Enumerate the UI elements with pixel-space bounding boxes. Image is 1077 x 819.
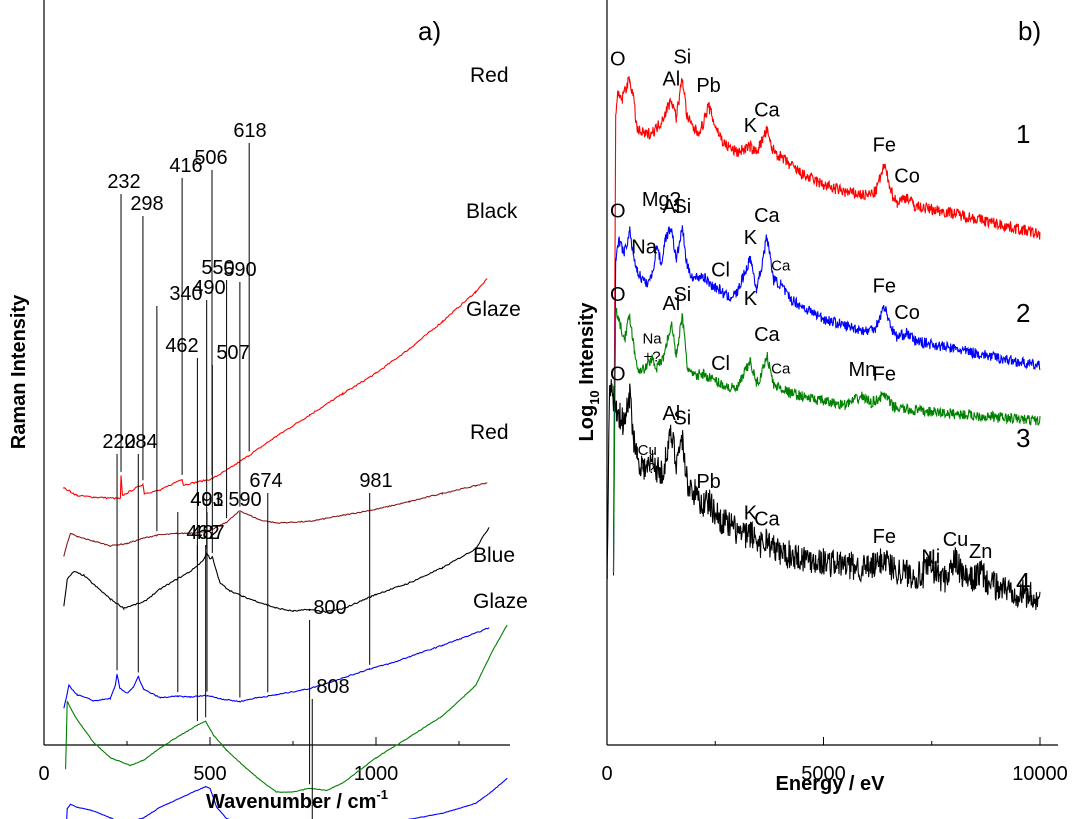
series-line xyxy=(63,482,488,557)
peak-label: K xyxy=(744,227,758,249)
x-tick-label: 500 xyxy=(193,763,226,785)
peak-label: 674 xyxy=(249,470,282,492)
x-tick-label: 0 xyxy=(601,763,612,785)
trace-label: 4 xyxy=(1016,567,1030,597)
peak-label: Na +? xyxy=(642,330,662,365)
series-line xyxy=(612,76,1041,571)
peak-label: 462 xyxy=(165,335,198,357)
peak-label: Ca xyxy=(754,99,780,121)
panel-b-x-axis-label: Energy / eV xyxy=(776,773,886,795)
trace-label: Red xyxy=(470,421,509,444)
peak-label: 490 xyxy=(192,277,225,299)
peak-label: Si xyxy=(673,196,691,218)
peak-label: Ca xyxy=(771,360,791,377)
panel-a-label: a) xyxy=(418,16,441,46)
panel-b-label: b) xyxy=(1018,16,1041,46)
peak-label: Fe xyxy=(873,526,896,548)
peak-label: Fe xyxy=(873,275,896,297)
trace-label: Glaze xyxy=(473,590,528,613)
peak-label: K xyxy=(744,115,758,137)
series-line xyxy=(63,527,490,614)
peak-label: Pb xyxy=(696,75,720,97)
peak-label: Ca xyxy=(754,205,780,227)
peak-label: 340 xyxy=(169,283,202,305)
x-tick-label: 5000 xyxy=(801,763,846,785)
peak-label: Ca xyxy=(754,324,780,346)
peak-label: 220 xyxy=(102,431,135,453)
panel-a-y-axis-label: Raman Intensity xyxy=(8,294,30,449)
peak-label: Al xyxy=(662,403,680,425)
peak-label: Co xyxy=(894,302,920,324)
panel-b-y-axis-label: Log10 Intensity xyxy=(576,302,602,442)
x-tick-label: 1000 xyxy=(354,763,399,785)
trace-label: Red xyxy=(470,64,509,87)
peak-label: 550 xyxy=(201,257,234,279)
peak-label: 507 xyxy=(216,342,249,364)
peak-label: K xyxy=(744,502,758,524)
x-tick-label: 0 xyxy=(38,763,49,785)
peak-label: Mn xyxy=(849,359,877,381)
peak-label: O xyxy=(610,201,626,223)
peak-label: Fe xyxy=(873,135,896,157)
peak-label: O xyxy=(610,48,626,70)
trace-label: Black xyxy=(466,200,518,223)
peak-label: O xyxy=(610,363,626,385)
peak-label: Si xyxy=(673,47,691,69)
peak-label: Ca xyxy=(754,509,780,531)
peak-label: 232 xyxy=(107,171,140,193)
peak-label: Al xyxy=(662,196,680,218)
series-line xyxy=(63,627,490,709)
panel-a: 0 500 1000 2322984165066183405505904624905… xyxy=(8,0,528,819)
peak-label: 462 xyxy=(186,522,219,544)
panel-a-x-axis-label: Wavenumber / cm-1 xyxy=(206,787,388,813)
peak-label: Cu +? xyxy=(638,442,657,477)
peak-label: Fe xyxy=(873,363,896,385)
peak-label: Cu xyxy=(943,529,969,551)
peak-label: Mg? xyxy=(642,189,681,211)
peak-label: 491 xyxy=(190,489,223,511)
trace-label: 2 xyxy=(1016,298,1030,328)
trace-label: Blue xyxy=(473,544,515,567)
series-line xyxy=(612,225,1041,576)
peak-label: Cl xyxy=(711,353,730,375)
peak-label: 590 xyxy=(228,489,261,511)
series-line xyxy=(65,624,508,793)
peak-label: 618 xyxy=(233,120,266,142)
peak-label: Ca xyxy=(771,257,791,274)
peak-label: Al xyxy=(662,69,680,91)
peak-label: 298 xyxy=(130,193,163,215)
peak-label: 506 xyxy=(194,147,227,169)
peak-label: 416 xyxy=(169,155,202,177)
x-tick-label: 10000 xyxy=(1012,763,1068,785)
peak-label: Zn xyxy=(969,541,992,563)
peak-label: Al xyxy=(662,293,680,315)
peak-label: K xyxy=(744,288,758,310)
trace-label: 1 xyxy=(1016,119,1030,149)
peak-label: 284 xyxy=(124,431,157,453)
series-line xyxy=(606,379,1041,611)
peak-label: 590 xyxy=(223,259,256,281)
peak-label: 808 xyxy=(316,676,349,698)
trace-label: Glaze xyxy=(466,298,521,321)
peak-label: Si xyxy=(673,407,691,429)
peak-label: Co xyxy=(894,165,920,187)
peak-label: 981 xyxy=(359,470,392,492)
peak-label: 403 xyxy=(190,489,223,511)
series-line xyxy=(63,278,488,500)
peak-label: 487 xyxy=(191,522,224,544)
peak-label: 800 xyxy=(313,597,346,619)
series-line xyxy=(66,777,508,819)
panel-b: 0 5000 10000 OAlSiPbKCaFeCoONaMg?AlSiClKCa… xyxy=(576,0,1068,795)
peak-label: Ni xyxy=(921,546,940,568)
peak-label: Si xyxy=(673,284,691,306)
trace-label: 3 xyxy=(1016,423,1030,453)
series-line xyxy=(612,307,1041,573)
peak-label: Cl xyxy=(711,260,730,282)
peak-label: O xyxy=(610,284,626,306)
peak-label: Na xyxy=(631,237,657,259)
peak-label: Pb xyxy=(696,471,720,493)
